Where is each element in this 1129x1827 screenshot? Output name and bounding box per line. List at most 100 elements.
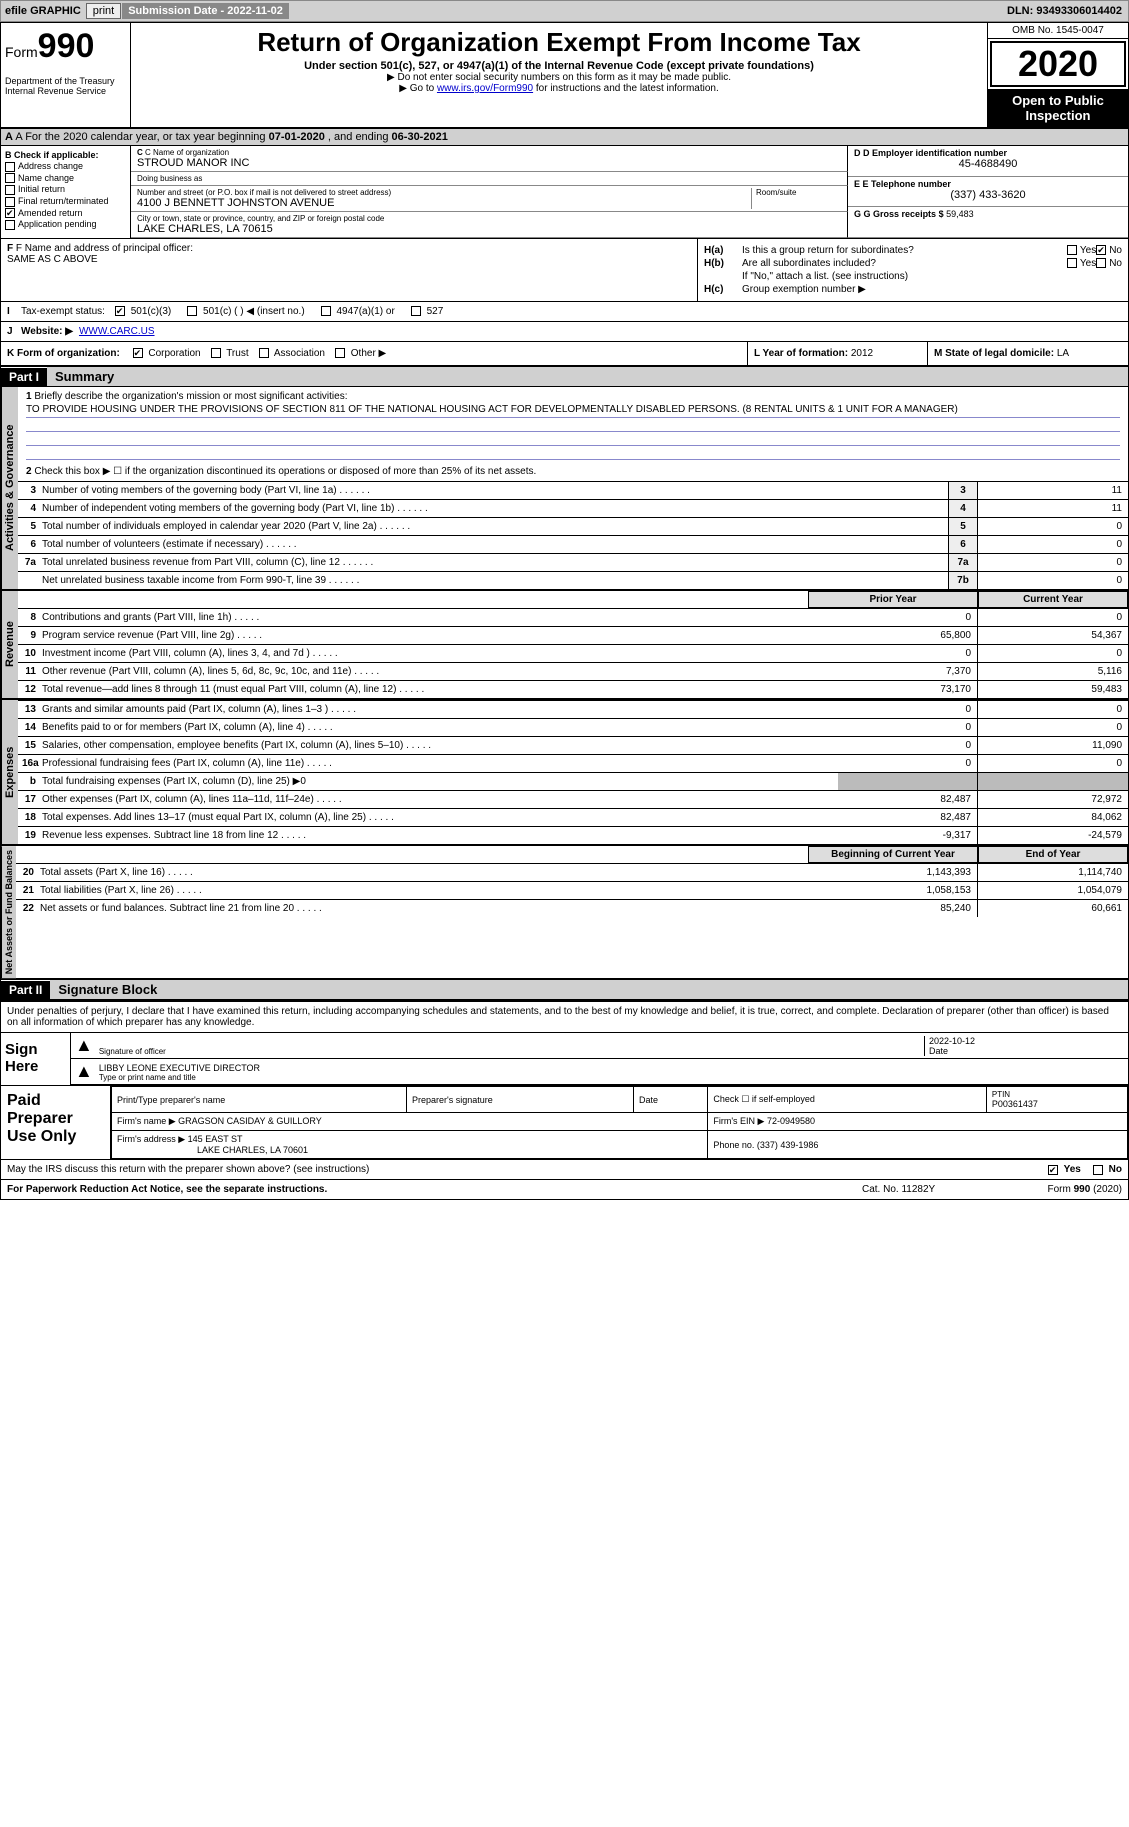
website-link[interactable]: WWW.CARC.US [79,326,155,337]
summary-line: 9Program service revenue (Part VIII, lin… [18,626,1128,644]
box-b-checkboxes: B Check if applicable: Address changeNam… [1,146,131,238]
org-form-option[interactable]: Association [259,348,325,359]
h-a-no[interactable]: No [1096,245,1122,256]
mission-text: TO PROVIDE HOUSING UNDER THE PROVISIONS … [26,402,1120,418]
box-m: M State of legal domicile: LA [928,342,1128,365]
dba-cell: Doing business as [131,172,848,186]
section-revenue: Revenue Prior Year Current Year 8Contrib… [1,591,1128,700]
top-toolbar: efile GRAPHIC print Submission Date - 20… [0,0,1129,22]
sign-here-label: Sign Here [1,1033,71,1085]
form-subtitle: Under section 501(c), 527, or 4947(a)(1)… [139,60,979,72]
side-net-assets: Net Assets or Fund Balances [1,846,16,978]
tax-status-option[interactable]: 501(c) ( ) ◀ (insert no.) [187,306,304,317]
row-fh: F F Name and address of principal office… [1,239,1128,302]
box-b-option[interactable]: Final return/terminated [5,196,126,207]
tax-year: 2020 [992,43,1124,85]
h-b-no[interactable]: No [1096,258,1122,269]
box-l: L Year of formation: 2012 [748,342,928,365]
org-name: STROUD MANOR INC [137,157,841,169]
open-public-label: Open to Public Inspection [988,89,1128,127]
box-b-option[interactable]: Initial return [5,184,126,195]
summary-line: 18Total expenses. Add lines 13–17 (must … [18,808,1128,826]
net-col-headers: Beginning of Current Year End of Year [16,846,1128,863]
side-expenses: Expenses [1,700,18,844]
signature-arrow-icon: ▲ [75,1035,93,1056]
section-net-assets: Net Assets or Fund Balances Beginning of… [1,846,1128,980]
side-governance: Activities & Governance [1,387,18,589]
preparer-table: Print/Type preparer's name Preparer's si… [111,1086,1128,1159]
h-b-yes[interactable]: Yes [1067,258,1096,269]
block-bcd: B Check if applicable: Address changeNam… [1,146,1128,239]
submission-date-label: Submission Date - 2022-11-02 [122,3,289,19]
department-label: Department of the Treasury Internal Reve… [5,76,126,96]
officer-name: LIBBY LEONE EXECUTIVE DIRECTOR [99,1063,1124,1073]
org-form-option[interactable]: Trust [211,348,249,359]
irs-link[interactable]: www.irs.gov/Form990 [437,83,533,94]
org-form-option[interactable]: Corporation [133,348,201,359]
box-f: F F Name and address of principal office… [1,239,698,301]
org-name-cell: C C Name of organization STROUD MANOR IN… [131,146,848,172]
form-page: Form990 Department of the Treasury Inter… [0,22,1129,1200]
footer-cat: Cat. No. 11282Y [862,1184,982,1195]
mission-block: 1 Briefly describe the organization's mi… [18,387,1128,481]
discuss-row: May the IRS discuss this return with the… [1,1159,1128,1179]
form-header: Form990 Department of the Treasury Inter… [1,23,1128,129]
firm-city: LAKE CHARLES, LA 70601 [117,1145,702,1155]
dln-label: DLN: 93493306014402 [1007,5,1128,17]
row-klm: K Form of organization: Corporation Trus… [1,342,1128,367]
box-k: K Form of organization: Corporation Trus… [1,342,748,365]
street-cell: Number and street (or P.O. box if mail i… [131,186,848,212]
firm-ein: 72-0949580 [767,1116,815,1126]
name-arrow-icon: ▲ [75,1061,93,1082]
summary-line: 15Salaries, other compensation, employee… [18,736,1128,754]
summary-line: 13Grants and similar amounts paid (Part … [18,700,1128,718]
discuss-yes[interactable]: Yes [1048,1164,1081,1175]
h-a-yes[interactable]: Yes [1067,245,1096,256]
footer-right: Form 990 (2020) [982,1184,1122,1195]
governance-line: 4Number of independent voting members of… [18,499,1128,517]
firm-address: 145 EAST ST [188,1134,243,1144]
governance-line: 3Number of voting members of the governi… [18,481,1128,499]
street-value: 4100 J BENNETT JOHNSTON AVENUE [137,197,751,209]
governance-line: 6Total number of volunteers (estimate if… [18,535,1128,553]
firm-phone: (337) 439-1986 [757,1140,819,1150]
side-revenue: Revenue [1,591,18,698]
box-b-option[interactable]: Application pending [5,219,126,230]
efile-label: efile GRAPHIC [1,5,85,17]
org-form-option[interactable]: Other ▶ [335,348,386,359]
footer-left: For Paperwork Reduction Act Notice, see … [7,1184,862,1195]
form-title: Return of Organization Exempt From Incom… [139,27,979,58]
firm-name: GRAGSON CASIDAY & GUILLORY [178,1116,322,1126]
header-right: OMB No. 1545-0047 2020 Open to Public In… [988,23,1128,127]
box-b-option[interactable]: Name change [5,173,126,184]
box-b-caption: B Check if applicable: [5,150,126,160]
tax-year-box: 2020 [990,41,1126,87]
row-j-website: J Website: ▶ WWW.CARC.US [1,322,1128,342]
section-expenses: Expenses 13Grants and similar amounts pa… [1,700,1128,846]
ptin-value: P00361437 [992,1099,1122,1109]
signature-date: 2022-10-12 [929,1036,1124,1046]
paid-preparer-block: Paid Preparer Use Only Print/Type prepar… [1,1085,1128,1159]
summary-line: 16aProfessional fundraising fees (Part I… [18,754,1128,772]
tax-status-option[interactable]: 527 [411,306,443,317]
governance-line: Net unrelated business taxable income fr… [18,571,1128,589]
part-2-header: Part II Signature Block [1,980,1128,1000]
summary-line: 19Revenue less expenses. Subtract line 1… [18,826,1128,844]
ein-cell: D D Employer identification number 45-46… [848,146,1128,177]
box-b-option[interactable]: Amended return [5,208,126,219]
discuss-no[interactable]: No [1093,1164,1122,1175]
declaration-text: Under penalties of perjury, I declare th… [1,1002,1128,1032]
tax-status-option[interactable]: 4947(a)(1) or [321,306,395,317]
tax-status-option[interactable]: 501(c)(3) [115,306,171,317]
row-i-tax-status: I Tax-exempt status: 501(c)(3) 501(c) ( … [1,302,1128,322]
gross-receipts-value: 59,483 [946,209,974,219]
summary-line: 14Benefits paid to or for members (Part … [18,718,1128,736]
section-governance: Activities & Governance 1 Briefly descri… [1,387,1128,591]
form-note-1: ▶ Do not enter social security numbers o… [139,72,979,83]
print-button[interactable]: print [86,3,121,19]
phone-cell: E E Telephone number (337) 433-3620 [848,177,1128,208]
box-b-option[interactable]: Address change [5,161,126,172]
form-number: Form990 [5,27,126,66]
row-a-tax-year: A A For the 2020 calendar year, or tax y… [1,129,1128,146]
header-left: Form990 Department of the Treasury Inter… [1,23,131,127]
